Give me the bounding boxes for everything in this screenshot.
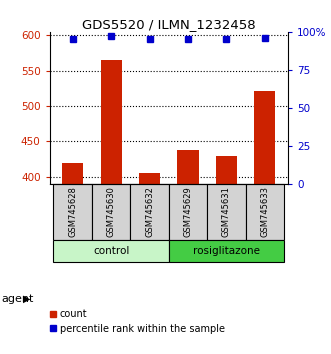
Text: percentile rank within the sample: percentile rank within the sample bbox=[60, 324, 224, 333]
Bar bbox=[92, 184, 130, 240]
Bar bbox=[54, 240, 169, 262]
Text: GSM745628: GSM745628 bbox=[68, 187, 77, 238]
Text: GSM745629: GSM745629 bbox=[183, 187, 193, 237]
Text: GSM745630: GSM745630 bbox=[107, 187, 116, 238]
Text: ▶: ▶ bbox=[24, 294, 31, 304]
Bar bbox=[62, 163, 83, 354]
Bar bbox=[177, 150, 199, 354]
Text: count: count bbox=[60, 309, 87, 319]
Bar bbox=[54, 184, 92, 240]
Bar bbox=[169, 184, 207, 240]
Bar bbox=[139, 173, 160, 354]
Title: GDS5520 / ILMN_1232458: GDS5520 / ILMN_1232458 bbox=[82, 18, 256, 31]
Text: GSM745633: GSM745633 bbox=[260, 187, 269, 238]
Text: GSM745632: GSM745632 bbox=[145, 187, 154, 238]
Bar bbox=[101, 60, 122, 354]
Bar bbox=[246, 184, 284, 240]
Text: GSM745631: GSM745631 bbox=[222, 187, 231, 238]
Bar bbox=[207, 184, 246, 240]
Text: agent: agent bbox=[2, 294, 34, 304]
Bar bbox=[50, 311, 56, 317]
Bar bbox=[130, 184, 169, 240]
Text: rosiglitazone: rosiglitazone bbox=[193, 246, 260, 256]
Bar bbox=[216, 156, 237, 354]
Bar bbox=[169, 240, 284, 262]
Bar bbox=[254, 91, 275, 354]
Text: control: control bbox=[93, 246, 129, 256]
Bar bbox=[50, 325, 56, 331]
